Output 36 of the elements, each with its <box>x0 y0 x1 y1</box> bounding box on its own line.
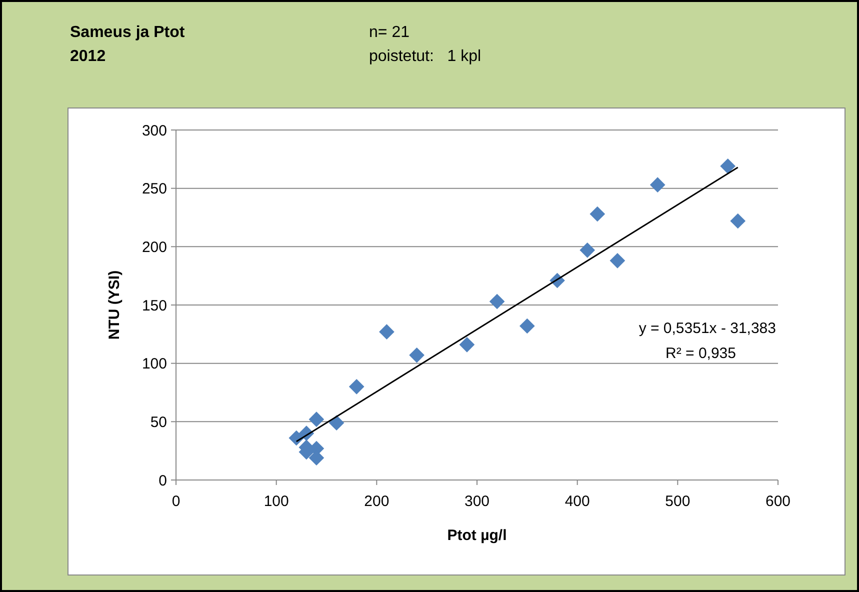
annotation: y = 0,5351x - 31,383 <box>638 320 776 337</box>
chart-title: Sameus ja Ptot <box>70 24 186 41</box>
point <box>519 318 535 334</box>
point <box>459 336 475 352</box>
x-tick-label: 0 <box>172 493 180 510</box>
y-tick-label: 300 <box>142 122 167 140</box>
annotation: R² = 0,935 <box>666 345 736 362</box>
text: poistetut: 1 kpl <box>369 48 482 65</box>
point <box>720 158 736 174</box>
point <box>580 242 596 258</box>
y-tick-label: 0 <box>158 472 167 490</box>
point <box>308 412 324 428</box>
x-tick-label: 400 <box>564 493 590 510</box>
x-tick-label: 600 <box>765 493 791 510</box>
x-tick-label: 500 <box>665 493 690 510</box>
y-axis-title: NTU (YSI) <box>106 270 123 340</box>
point <box>328 415 344 431</box>
y-tick-label: 150 <box>142 297 167 314</box>
y-tick-label: 100 <box>142 356 167 373</box>
y-tick-label: 200 <box>142 238 167 256</box>
point <box>610 252 626 268</box>
x-tick-label: 100 <box>264 493 289 510</box>
text: n= 21 <box>369 24 410 41</box>
point <box>409 347 424 363</box>
point <box>730 213 746 229</box>
point <box>489 294 505 310</box>
chart-subtitle: 2012 <box>70 48 106 65</box>
x-axis-title: Ptot µg/l <box>447 527 507 544</box>
point <box>650 177 666 193</box>
point <box>348 378 364 394</box>
point <box>379 324 394 340</box>
y-tick-label: 50 <box>150 414 167 431</box>
y-tick-label: 250 <box>142 180 167 198</box>
x-tick-label: 300 <box>464 493 490 510</box>
point <box>590 206 606 222</box>
x-tick-label: 200 <box>364 493 390 510</box>
